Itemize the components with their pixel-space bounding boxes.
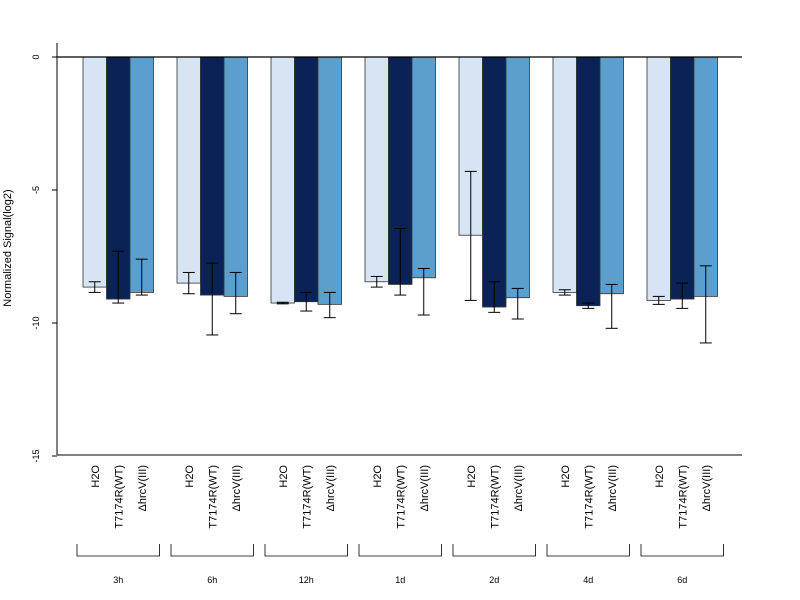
- x-group-label: 3h: [113, 575, 123, 585]
- bar: [364, 56, 389, 283]
- group-bracket: [264, 544, 348, 557]
- x-category-label: ΔhrcV(III): [419, 465, 431, 511]
- y-axis-label: Normalized Signal(log2): [2, 189, 14, 306]
- x-group-label: 6h: [207, 575, 217, 585]
- bar: [646, 56, 671, 301]
- bar: [223, 56, 248, 297]
- x-category-label: T7174R(WT): [301, 465, 313, 529]
- group-bracket: [358, 544, 442, 557]
- x-group-label: 1d: [395, 575, 405, 585]
- bar: [505, 56, 530, 299]
- y-tick-label: -10: [31, 316, 41, 329]
- x-category-label: ΔhrcV(III): [701, 465, 713, 511]
- group-bracket: [76, 544, 160, 557]
- x-category-label: H2O: [184, 465, 196, 488]
- x-category-label: T7174R(WT): [113, 465, 125, 529]
- x-category-label: H2O: [278, 465, 290, 488]
- x-group-label: 6d: [677, 575, 687, 585]
- x-category-label: T7174R(WT): [207, 465, 219, 529]
- group-bracket: [452, 544, 536, 557]
- group-bracket: [640, 544, 724, 557]
- x-category-label: ΔhrcV(III): [325, 465, 337, 511]
- y-tick-label: -5: [31, 186, 41, 194]
- bar: [294, 56, 319, 303]
- bar: [411, 56, 436, 279]
- y-tick-label: -15: [31, 449, 41, 462]
- bar: [599, 56, 624, 295]
- group-bracket: [546, 544, 630, 557]
- bar: [482, 56, 507, 308]
- x-group-label: 12h: [299, 575, 314, 585]
- x-category-label: H2O: [654, 465, 666, 488]
- bar: [552, 56, 577, 293]
- bar: [200, 56, 225, 296]
- bar: [270, 56, 295, 304]
- group-bracket: [170, 544, 254, 557]
- plot-area: 0 -5 -10 -15 H2O T7174R(WT) ΔhrcV(III) 3h H2O T71…: [31, 43, 742, 585]
- x-category-label: H2O: [372, 465, 384, 488]
- x-category-label: T7174R(WT): [395, 465, 407, 529]
- bar: [670, 56, 695, 300]
- x-category-label: ΔhrcV(III): [513, 465, 525, 511]
- bar: [129, 56, 154, 293]
- x-category-label: T7174R(WT): [677, 465, 689, 529]
- x-category-label: H2O: [560, 465, 572, 488]
- bar: [317, 56, 342, 305]
- x-category-label: ΔhrcV(III): [137, 465, 149, 511]
- x-category-label: T7174R(WT): [583, 465, 595, 529]
- bar: [576, 56, 601, 307]
- x-group-label: 2d: [489, 575, 499, 585]
- x-category-label: H2O: [466, 465, 478, 488]
- x-category-label: ΔhrcV(III): [231, 465, 243, 511]
- x-category-label: T7174R(WT): [489, 465, 501, 529]
- x-category-label: H2O: [90, 465, 102, 488]
- x-group-label: 4d: [583, 575, 593, 585]
- x-category-label: ΔhrcV(III): [607, 465, 619, 511]
- y-tick-label: 0: [31, 54, 41, 59]
- bar: [693, 56, 718, 297]
- bar: [176, 56, 201, 284]
- bar: [82, 56, 107, 288]
